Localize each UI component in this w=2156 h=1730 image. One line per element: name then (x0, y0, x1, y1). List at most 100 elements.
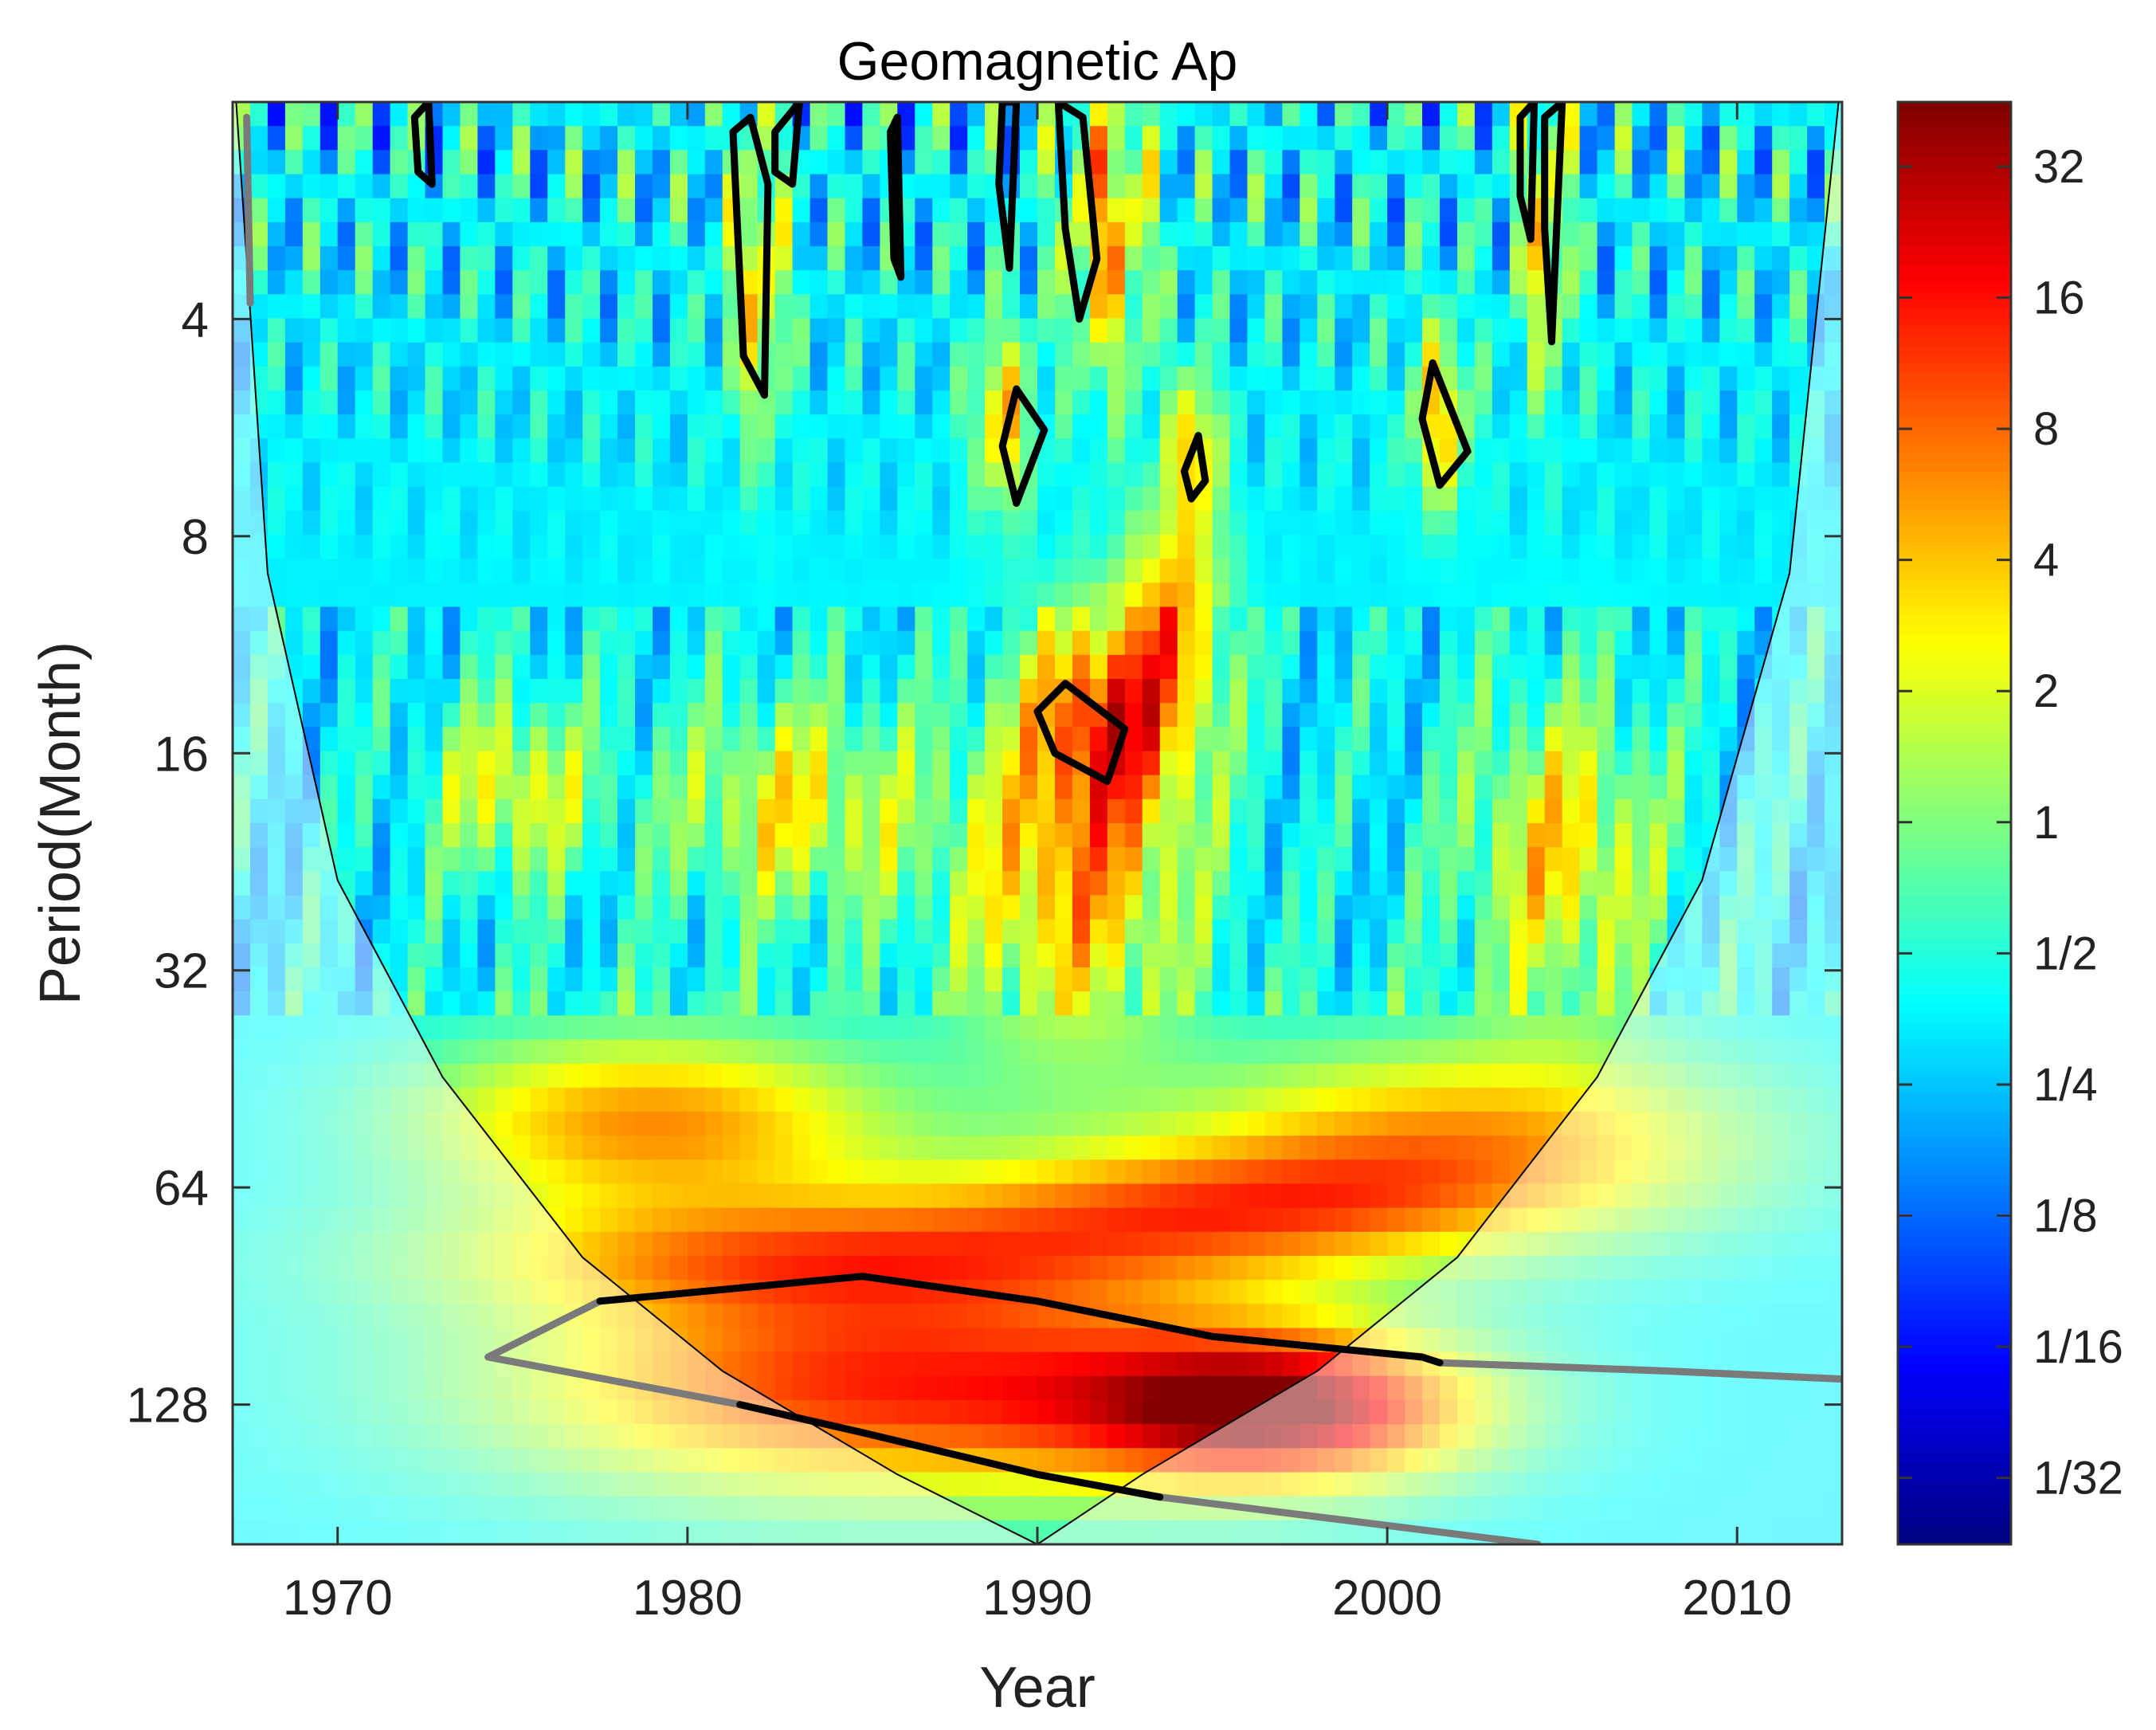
heatmap-cell (809, 1063, 829, 1089)
heatmap-cell (1632, 679, 1651, 704)
heatmap-cell (1474, 246, 1493, 271)
heatmap-cell (1247, 1159, 1266, 1185)
heatmap-cell (390, 703, 409, 728)
heatmap-cell (302, 198, 321, 223)
heatmap-cell (1072, 606, 1091, 632)
heatmap-cell (600, 1304, 618, 1329)
heatmap-cell (792, 798, 811, 824)
heatmap-cell (635, 1159, 653, 1185)
heatmap-cell (1509, 1183, 1528, 1209)
heatmap-cell (233, 559, 251, 584)
heatmap-cell (1579, 703, 1598, 728)
heatmap-cell (653, 703, 671, 728)
heatmap-cell (233, 606, 251, 632)
heatmap-cell (319, 1231, 339, 1257)
heatmap-cell (669, 823, 688, 848)
heatmap-cell (372, 895, 391, 920)
heatmap-cell (1737, 222, 1756, 247)
heatmap-cell (1649, 1159, 1668, 1185)
heatmap-cell (1614, 919, 1633, 944)
heatmap-cell (967, 486, 986, 512)
heatmap-cell (1579, 462, 1598, 488)
heatmap-cell (1264, 871, 1284, 896)
heatmap-cell (967, 1207, 986, 1233)
heatmap-cell (547, 510, 566, 535)
heatmap-cell (739, 1183, 759, 1209)
heatmap-cell (1667, 535, 1686, 559)
heatmap-cell (1509, 991, 1528, 1017)
heatmap-cell (1772, 510, 1790, 535)
heatmap-cell (512, 1183, 531, 1209)
heatmap-cell (233, 871, 251, 896)
heatmap-cell (1370, 1351, 1388, 1377)
heatmap-cell (985, 1159, 1003, 1185)
heatmap-cell (372, 1112, 391, 1136)
heatmap-cell (1142, 823, 1161, 848)
heatmap-cell (1684, 751, 1703, 776)
heatmap-cell (1370, 270, 1388, 296)
heatmap-cell (635, 559, 653, 584)
heatmap-cell (1020, 342, 1038, 367)
heatmap-cell (1667, 174, 1686, 199)
heatmap-cell (1562, 270, 1581, 296)
heatmap-cell (669, 1112, 688, 1136)
heatmap-cell (932, 486, 951, 512)
heatmap-cell (932, 270, 951, 296)
heatmap-cell (1457, 630, 1476, 656)
heatmap-cell (547, 1159, 566, 1185)
heatmap-cell (792, 1015, 811, 1041)
heatmap-cell (495, 1183, 514, 1209)
heatmap-cell (862, 1015, 881, 1041)
heatmap-cell (1055, 1375, 1073, 1401)
heatmap-cell (1422, 1231, 1441, 1257)
heatmap-cell (1457, 174, 1476, 199)
heatmap-cell (1072, 222, 1091, 247)
heatmap-cell (1440, 1256, 1458, 1281)
heatmap-cell (687, 1159, 706, 1185)
heatmap-cell (1352, 198, 1370, 223)
heatmap-cell (1387, 1375, 1405, 1401)
heatmap-cell (1544, 703, 1563, 728)
heatmap-cell (1317, 847, 1336, 873)
heatmap-cell (442, 1256, 461, 1281)
heatmap-cell (617, 222, 636, 247)
heatmap-cell (582, 1375, 601, 1401)
heatmap-cell (1229, 919, 1249, 944)
heatmap-cell (1702, 1280, 1721, 1305)
heatmap-cell (1667, 1112, 1686, 1136)
heatmap-cell (1194, 559, 1213, 584)
heatmap-cell (319, 222, 339, 247)
heatmap-cell (495, 390, 514, 415)
heatmap-cell (1614, 1207, 1633, 1233)
heatmap-cell (1194, 174, 1213, 199)
heatmap-cell (1825, 318, 1842, 343)
heatmap-cell (809, 1231, 829, 1257)
heatmap-cell (460, 798, 479, 824)
heatmap-cell (1772, 919, 1790, 944)
heatmap-cell (1317, 150, 1336, 175)
heatmap-cell (950, 703, 968, 728)
heatmap-cell (372, 991, 391, 1017)
heatmap-cell (1772, 775, 1790, 800)
heatmap-cell (1544, 967, 1563, 992)
heatmap-cell (1719, 991, 1739, 1017)
heatmap-cell (1002, 559, 1021, 584)
heatmap-cell (967, 703, 986, 728)
heatmap-cell (1282, 823, 1301, 848)
heatmap-cell (1807, 198, 1825, 223)
heatmap-cell (757, 703, 776, 728)
heatmap-cell (1352, 126, 1370, 151)
heatmap-cell (390, 583, 409, 608)
heatmap-cell (372, 174, 391, 199)
heatmap-cell (250, 751, 269, 776)
heatmap-cell (1492, 318, 1511, 343)
heatmap-cell (1825, 414, 1842, 440)
heatmap-cell (985, 1375, 1003, 1401)
heatmap-cell (1107, 559, 1126, 584)
heatmap-cell (1527, 823, 1546, 848)
heatmap-cell (1667, 606, 1686, 632)
heatmap-cell (1807, 775, 1825, 800)
heatmap-cell (1264, 174, 1284, 199)
heatmap-cell (600, 150, 618, 175)
heatmap-cell (512, 390, 531, 415)
